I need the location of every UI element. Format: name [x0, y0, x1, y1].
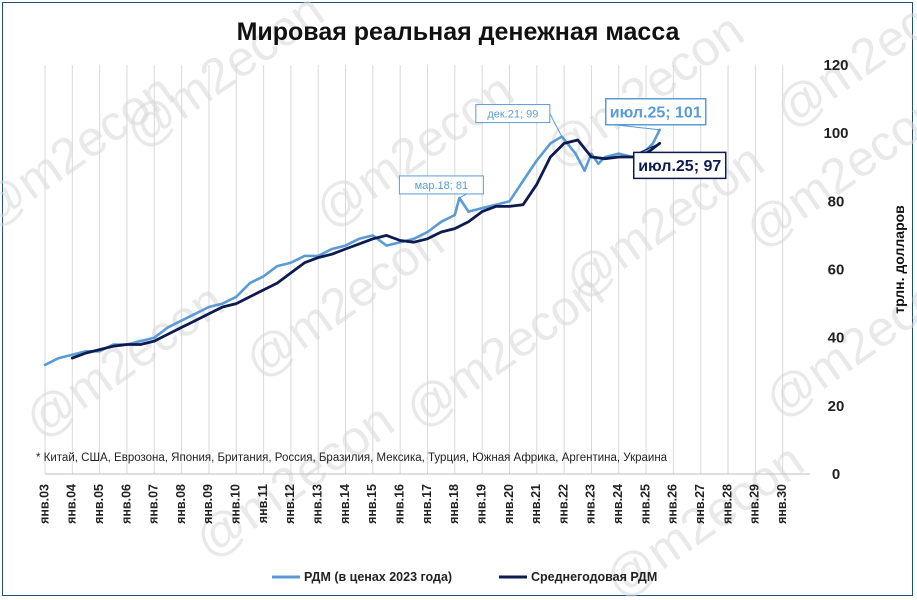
annotation-box [475, 104, 551, 124]
annotation-leader [549, 113, 563, 137]
series-line-rdm [43, 128, 662, 367]
y-tick-label: 60 [828, 262, 845, 279]
x-tick-label: янв.15 [365, 484, 379, 524]
x-tick-label: янв.27 [693, 484, 707, 524]
annotation-box [604, 98, 707, 126]
y-axis-label: трлн. долларов [891, 205, 907, 314]
watermark-text: @m2econ [14, 272, 233, 449]
watermark-text: @m2econ [234, 212, 453, 389]
x-tick-label: янв.14 [338, 484, 352, 524]
x-tick-label: янв.21 [529, 484, 543, 524]
legend-label: РДМ (в ценах 2023 года) [304, 570, 452, 584]
x-tick-label: янв.04 [65, 484, 79, 524]
y-tick-label: 80 [828, 193, 845, 210]
x-tick-label: янв.25 [638, 484, 652, 524]
x-tick-label: янв.07 [147, 484, 161, 524]
y-tick-label: 20 [828, 398, 845, 415]
legend-item[interactable]: Среднегодовая РДМ [499, 570, 657, 584]
x-tick-label: янв.30 [775, 484, 789, 524]
x-tick-label: янв.29 [748, 484, 762, 524]
annotation-leader [613, 124, 660, 131]
chart-title: Мировая реальная денежная масса [237, 18, 681, 46]
watermark-text: @m2econ [184, 392, 403, 569]
x-tick-label: янв.05 [92, 484, 106, 524]
x-tick-label: янв.20 [502, 484, 516, 524]
y-tick-label: 120 [823, 57, 848, 74]
annotation-box [398, 175, 484, 195]
x-tick-label: янв.17 [420, 484, 434, 524]
annotation-label: дек.21; 99 [487, 109, 538, 121]
x-tick-label: янв.26 [666, 484, 680, 524]
x-tick-label: янв.18 [447, 484, 461, 524]
y-tick-label: 40 [828, 330, 845, 347]
annotation-leader [639, 142, 660, 153]
series-line-rdm-average [70, 138, 662, 360]
y-tick-label: 100 [823, 125, 848, 142]
x-tick-label: янв.12 [283, 484, 297, 524]
series-layer [43, 128, 662, 367]
x-tick-label: янв.08 [174, 484, 188, 524]
annotation-label: мар.18; 81 [415, 180, 468, 192]
legend-item[interactable]: РДМ (в ценах 2023 года) [272, 570, 452, 584]
watermark-text: @m2econ [304, 62, 523, 239]
x-tick-label: янв.06 [119, 484, 133, 524]
x-axis-ticks: янв.03 янв.04 янв.05 янв.06 янв.07 янв.08 янв.… [37, 484, 789, 524]
x-tick-label: янв.03 [37, 484, 51, 524]
x-tick-label: янв.10 [229, 484, 243, 524]
legend[interactable]: РДМ (в ценах 2023 года) Среднегодовая РДМ [272, 570, 657, 584]
x-tick-label: янв.19 [474, 484, 488, 524]
x-tick-label: янв.28 [720, 484, 734, 524]
x-tick-label: янв.22 [556, 484, 570, 524]
annotation-label: июл.25; 101 [610, 105, 702, 122]
y-axis-ticks: 0 20 40 60 80 100 120 [823, 57, 848, 483]
x-tick-label: янв.11 [256, 484, 270, 523]
x-tick-label: янв.13 [311, 484, 325, 524]
gridlines [44, 65, 784, 474]
footnote: * Китай, США, Еврозона, Япония, Британия… [36, 452, 668, 464]
x-tick-label: янв.23 [584, 484, 598, 524]
annotation-label: июл.25; 97 [638, 158, 721, 175]
annotations-layer: мар.18; 81 дек.21; 99 июл.25; 101 июл.25; 9… [398, 98, 727, 199]
annotation-box [632, 151, 727, 180]
legend-label: Среднегодовая РДМ [531, 570, 657, 584]
x-tick-label: янв.24 [611, 484, 625, 524]
x-tick-label: янв.09 [201, 484, 215, 524]
x-tick-label: янв.16 [392, 484, 406, 524]
y-tick-label: 0 [832, 466, 840, 483]
